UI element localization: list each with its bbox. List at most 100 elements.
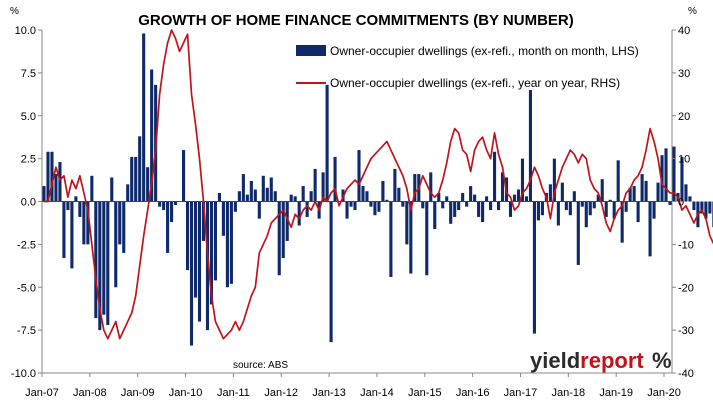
bar-mark (70, 201, 74, 269)
bar-mark (110, 177, 114, 202)
bar-mark (373, 201, 377, 216)
bar-mark (305, 201, 309, 217)
bar-mark (584, 201, 588, 228)
x-tick-label: Jan-10 (169, 387, 203, 399)
bar-mark (62, 201, 66, 259)
bar-mark (632, 186, 636, 202)
bar-mark (94, 201, 98, 319)
bar-mark (197, 201, 202, 322)
bar-mark (461, 192, 465, 202)
bar-mark (217, 192, 221, 202)
bar-mark (612, 201, 616, 219)
bar-mark (497, 201, 501, 211)
bar-mark (620, 201, 624, 243)
bar-mark (361, 186, 365, 202)
right-tick-label: 20 (678, 111, 690, 123)
bar-mark (349, 201, 353, 207)
x-tick-label: Jan-20 (647, 387, 681, 399)
bar-mark (616, 160, 620, 202)
bar-mark (688, 196, 692, 202)
bar-mark (600, 179, 604, 202)
right-tick-label: 10 (678, 154, 690, 166)
bar-mark (528, 90, 532, 202)
bar-mark (377, 201, 381, 212)
left-tick-label: 7.5 (21, 68, 36, 80)
bar-mark (333, 156, 337, 202)
bar-mark (225, 201, 229, 288)
bar-mark (138, 136, 142, 202)
bar-mark (257, 201, 261, 219)
bar-mark (668, 201, 672, 205)
bar-mark (98, 201, 102, 331)
right-axis-labels: -40 -30 -20 -10 0 10 20 30 40 (672, 25, 694, 380)
legend-swatch-bar (296, 45, 326, 56)
left-tick-label: -2.5 (17, 239, 36, 251)
bar-mark (54, 174, 58, 202)
bar-mark (556, 201, 560, 226)
bar-mark (58, 162, 62, 202)
bar-mark (385, 199, 389, 202)
bar-mark (393, 168, 397, 202)
bar-mark (708, 201, 712, 214)
bar-mark (660, 155, 664, 202)
bar-mark (185, 201, 190, 271)
yieldreport-logo: yieldreport % (530, 348, 672, 373)
bar-mark (74, 196, 78, 202)
bar-mark (166, 201, 170, 253)
x-tick-label: Jan-07 (25, 387, 59, 399)
left-axis-labels: -10.0 -7.5 -5.0 -2.5 0.0 2.5 5.0 7.5 10.0 (11, 25, 42, 380)
bar-mark (293, 196, 297, 202)
bar-mark (465, 201, 469, 207)
bar-mark (42, 186, 46, 202)
bar-mark (182, 150, 186, 202)
line-yoy (43, 29, 713, 340)
bar-mark (174, 201, 178, 205)
bar-mark (684, 184, 688, 202)
bar-mark (261, 175, 265, 202)
bar-mark (405, 201, 409, 245)
bar-mark (552, 158, 556, 202)
logo-text-yield: yield (530, 348, 580, 373)
bar-mark (425, 201, 429, 276)
bar-mark (580, 201, 584, 207)
bar-mark (481, 201, 485, 223)
right-axis-unit: % (688, 6, 697, 17)
bar-mark (516, 189, 521, 202)
bar-mark (213, 201, 217, 281)
bar-mark (389, 201, 393, 277)
bar-mark (345, 201, 349, 219)
bar-mark (233, 201, 237, 212)
x-tick-label: Jan-15 (408, 387, 442, 399)
left-tick-label: 10.0 (15, 25, 36, 37)
x-tick-label: Jan-19 (599, 387, 633, 399)
bar-mark (193, 201, 198, 298)
bar-mark (656, 182, 660, 202)
bar-mark (409, 201, 413, 274)
bar-mark (162, 201, 166, 211)
bar-mark (130, 156, 134, 202)
bar-mark (50, 151, 54, 202)
bar-mark (596, 194, 600, 202)
bar-mark (520, 158, 525, 202)
bar-mark (512, 194, 517, 202)
bar-mark (313, 168, 317, 202)
bar-mark (500, 172, 505, 202)
bar-mark (281, 201, 285, 259)
bar-mark (485, 196, 489, 202)
bar-mark (692, 201, 696, 211)
bar-mark (269, 177, 273, 202)
bar-mark (142, 33, 146, 202)
bar-mark (170, 201, 174, 223)
bar-mark (576, 201, 580, 265)
bar-mark (433, 201, 437, 229)
bar-mark (90, 175, 94, 202)
bar-mark (118, 201, 122, 245)
bar-mark (700, 201, 704, 214)
right-tick-label: -30 (678, 325, 694, 337)
bar-mark (628, 187, 632, 202)
bar-mark (122, 201, 126, 253)
bar-mark (636, 201, 640, 223)
bar-mark (369, 201, 373, 207)
left-tick-label: -7.5 (17, 325, 36, 337)
